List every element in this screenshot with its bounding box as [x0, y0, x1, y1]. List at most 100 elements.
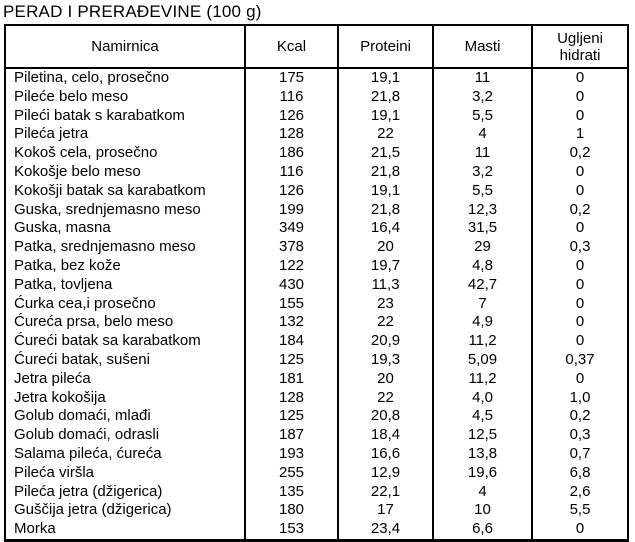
- value-cell: 378: [244, 238, 339, 257]
- value-cell: 0: [531, 162, 629, 182]
- value-cell: 0: [531, 87, 629, 107]
- value-cell: 3,2: [432, 162, 533, 182]
- value-cell: 128: [244, 125, 339, 145]
- value-cell: 0,3: [531, 238, 629, 257]
- value-cell: 31,5: [432, 219, 533, 239]
- food-name-cell: Pileća jetra: [4, 125, 246, 145]
- header-row: Namirnica Kcal Proteini Masti Ugljeni hi…: [4, 24, 629, 69]
- table-row: Ćureća prsa, belo meso 132 22 4,9 0: [4, 313, 629, 333]
- value-cell: 0: [531, 313, 629, 333]
- value-cell: 4,8: [432, 256, 533, 276]
- value-cell: 116: [244, 162, 339, 182]
- value-cell: 7: [432, 294, 533, 314]
- food-name-cell: Pileći batak s karabatkom: [4, 106, 246, 126]
- value-cell: 255: [244, 463, 339, 483]
- food-name-cell: Kokošje belo meso: [4, 162, 246, 182]
- value-cell: 12,3: [432, 200, 533, 220]
- value-cell: 122: [244, 256, 339, 276]
- value-cell: 0: [531, 294, 629, 314]
- value-cell: 5,5: [531, 501, 629, 521]
- food-name-cell: Ćureći batak sa karabatkom: [4, 332, 246, 351]
- value-cell: 6,6: [432, 520, 533, 541]
- value-cell: 0,37: [531, 350, 629, 370]
- value-cell: 12,5: [432, 426, 533, 445]
- value-cell: 11,3: [337, 275, 434, 295]
- value-cell: 0: [531, 275, 629, 295]
- food-name-cell: Golub domaći, odrasli: [4, 426, 246, 445]
- value-cell: 126: [244, 181, 339, 201]
- value-cell: 0,2: [531, 407, 629, 427]
- value-cell: 11: [432, 144, 533, 163]
- table-row: Ćureći batak, sušeni 125 19,3 5,09 0,37: [4, 350, 629, 370]
- value-cell: 6,8: [531, 463, 629, 483]
- value-cell: 5,09: [432, 350, 533, 370]
- value-cell: 16,4: [337, 219, 434, 239]
- table-row: Ćurka cea,i prosečno 155 23 7 0: [4, 294, 629, 314]
- value-cell: 21,5: [337, 144, 434, 163]
- table-row: Patka, tovljena 430 11,3 42,7 0: [4, 275, 629, 295]
- column-header-namirnica: Namirnica: [4, 24, 246, 69]
- food-name-cell: Kokoš cela, prosečno: [4, 144, 246, 163]
- value-cell: 20,9: [337, 332, 434, 351]
- table-row: Pileće belo meso 116 21,8 3,2 0: [4, 87, 629, 107]
- value-cell: 20,8: [337, 407, 434, 427]
- value-cell: 12,9: [337, 463, 434, 483]
- value-cell: 180: [244, 501, 339, 521]
- food-name-cell: Ćureća prsa, belo meso: [4, 313, 246, 333]
- food-name-cell: Pileće belo meso: [4, 87, 246, 107]
- table-row: Kokošje belo meso 116 21,8 3,2 0: [4, 162, 629, 182]
- value-cell: 11,2: [432, 332, 533, 351]
- value-cell: 5,5: [432, 106, 533, 126]
- table-row: Pileća viršla 255 12,9 19,6 6,8: [4, 463, 629, 483]
- value-cell: 29: [432, 238, 533, 257]
- value-cell: 2,6: [531, 482, 629, 502]
- value-cell: 13,8: [432, 444, 533, 464]
- value-cell: 19,1: [337, 68, 434, 88]
- value-cell: 193: [244, 444, 339, 464]
- value-cell: 20: [337, 238, 434, 257]
- value-cell: 1,0: [531, 388, 629, 408]
- value-cell: 11,2: [432, 369, 533, 389]
- food-name-cell: Guska, srednjemasno meso: [4, 200, 246, 220]
- value-cell: 22: [337, 313, 434, 333]
- value-cell: 22,1: [337, 482, 434, 502]
- table-row: Golub domaći, odrasli 187 18,4 12,5 0,3: [4, 426, 629, 445]
- food-name-cell: Ćurka cea,i prosečno: [4, 294, 246, 314]
- food-name-cell: Guska, masna: [4, 219, 246, 239]
- food-name-cell: Jetra pileća: [4, 369, 246, 389]
- value-cell: 0: [531, 68, 629, 88]
- value-cell: 0,2: [531, 144, 629, 163]
- value-cell: 1: [531, 125, 629, 145]
- value-cell: 0: [531, 106, 629, 126]
- value-cell: 19,3: [337, 350, 434, 370]
- value-cell: 3,2: [432, 87, 533, 107]
- value-cell: 21,8: [337, 162, 434, 182]
- table-row: Ćureći batak sa karabatkom 184 20,9 11,2 0: [4, 332, 629, 351]
- value-cell: 11: [432, 68, 533, 88]
- table-row: Guska, masna 349 16,4 31,5 0: [4, 219, 629, 239]
- value-cell: 128: [244, 388, 339, 408]
- table-row: Patka, srednjemasno meso 378 20 29 0,3: [4, 238, 629, 257]
- value-cell: 21,8: [337, 200, 434, 220]
- value-cell: 22: [337, 125, 434, 145]
- value-cell: 199: [244, 200, 339, 220]
- column-header-kcal: Kcal: [244, 24, 339, 69]
- value-cell: 21,8: [337, 87, 434, 107]
- value-cell: 5,5: [432, 181, 533, 201]
- value-cell: 125: [244, 407, 339, 427]
- value-cell: 0: [531, 332, 629, 351]
- food-name-cell: Piletina, celo, prosečno: [4, 68, 246, 88]
- table-row: Guska, srednjemasno meso 199 21,8 12,3 0,2: [4, 200, 629, 220]
- food-name-cell: Pileća viršla: [4, 463, 246, 483]
- food-name-cell: Pileća jetra (džigerica): [4, 482, 246, 502]
- value-cell: 132: [244, 313, 339, 333]
- value-cell: 184: [244, 332, 339, 351]
- food-name-cell: Patka, bez kože: [4, 256, 246, 276]
- column-header-ugljeni-hidrati: Ugljeni hidrati: [531, 24, 629, 69]
- value-cell: 0: [531, 181, 629, 201]
- table-body: Piletina, celo, prosečno 175 19,1 11 0 Pileće…: [4, 68, 629, 541]
- value-cell: 135: [244, 482, 339, 502]
- food-name-cell: Jetra kokošija: [4, 388, 246, 408]
- table-row: Pileća jetra (džigerica) 135 22,1 4 2,6: [4, 482, 629, 502]
